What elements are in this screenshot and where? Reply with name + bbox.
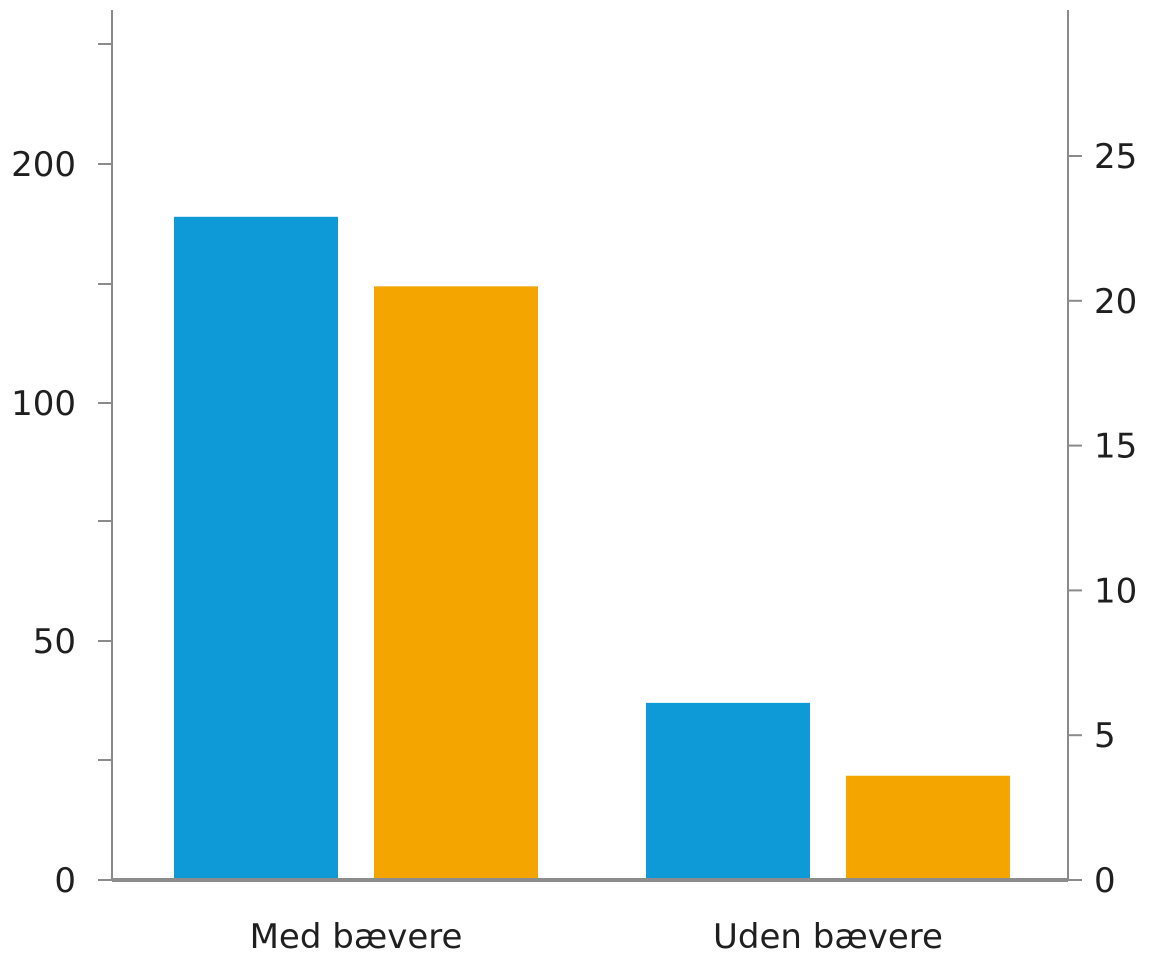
right-axis-tick-label: 15 (1094, 427, 1137, 467)
right-axis-tick-label: 0 (1094, 861, 1116, 901)
bar-1-series-2 (374, 286, 538, 880)
right-axis-tick-label: 20 (1094, 282, 1137, 322)
left-axis-tick-label: 50 (33, 622, 76, 662)
category-labels: Med bævere Uden bævere (250, 917, 943, 956)
left-axis-tick-label: 0 (54, 861, 76, 901)
chart-bars (174, 216, 1010, 881)
left-axis-tick-label: 200 (11, 145, 76, 185)
left-axis-ticks: 0 50 100 200 (11, 43, 112, 901)
right-axis-tick-label: 5 (1094, 716, 1116, 756)
bar-2-series-1 (646, 702, 810, 880)
right-axis-tick-label: 10 (1094, 571, 1137, 611)
category-label: Uden bævere (713, 917, 943, 956)
right-axis-tick-label: 25 (1094, 137, 1137, 177)
bar-2-series-2 (846, 775, 1010, 880)
right-axis-ticks: 0 5 10 15 20 25 (1068, 137, 1137, 901)
category-label: Med bævere (250, 917, 463, 956)
left-axis-tick-label: 100 (11, 384, 76, 424)
bar-1-series-1 (174, 216, 338, 881)
